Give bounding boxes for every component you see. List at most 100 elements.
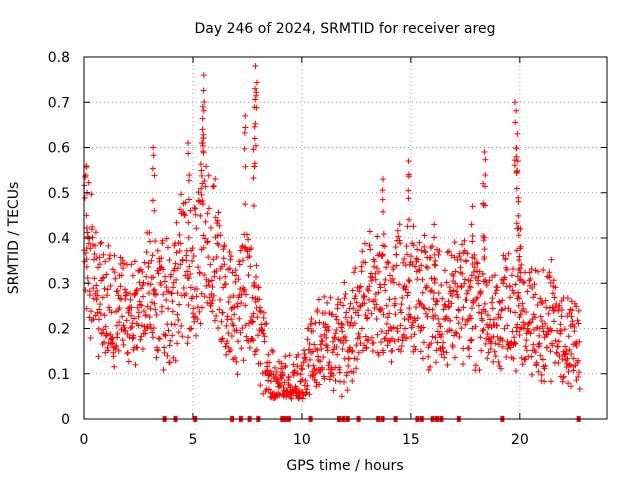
data-point bbox=[295, 351, 302, 358]
data-point bbox=[148, 257, 155, 264]
data-point bbox=[382, 276, 389, 283]
data-point bbox=[456, 307, 463, 314]
data-point bbox=[497, 314, 504, 321]
data-point bbox=[296, 394, 303, 401]
data-point bbox=[316, 381, 323, 388]
data-point bbox=[513, 145, 520, 152]
data-point bbox=[96, 306, 103, 313]
data-point bbox=[169, 308, 176, 315]
data-point bbox=[142, 311, 149, 318]
data-point bbox=[484, 321, 491, 328]
data-point bbox=[161, 349, 168, 356]
data-point bbox=[546, 272, 553, 279]
data-point bbox=[456, 334, 463, 341]
data-point bbox=[121, 286, 128, 293]
data-point bbox=[435, 290, 442, 297]
data-point bbox=[310, 371, 317, 378]
data-point bbox=[432, 312, 439, 319]
data-point bbox=[319, 366, 326, 373]
data-point bbox=[114, 287, 121, 294]
data-point bbox=[408, 253, 415, 260]
data-point bbox=[215, 242, 222, 249]
data-point bbox=[89, 234, 96, 241]
data-point bbox=[318, 333, 325, 340]
data-point bbox=[92, 229, 99, 236]
y-tick-label: 0.7 bbox=[48, 95, 70, 111]
data-point bbox=[162, 273, 169, 280]
data-point bbox=[355, 312, 362, 319]
data-point bbox=[396, 221, 403, 228]
data-point bbox=[418, 262, 425, 269]
data-point bbox=[200, 232, 207, 239]
data-point bbox=[463, 257, 470, 264]
data-point bbox=[189, 293, 196, 300]
data-point bbox=[190, 314, 197, 321]
data-point bbox=[438, 330, 445, 337]
data-point bbox=[427, 288, 434, 295]
data-point bbox=[160, 266, 167, 273]
data-point bbox=[467, 277, 474, 284]
data-point bbox=[282, 362, 289, 369]
data-point bbox=[306, 391, 313, 398]
data-point bbox=[463, 290, 470, 297]
data-point bbox=[192, 205, 199, 212]
data-point bbox=[148, 299, 155, 306]
data-point bbox=[369, 347, 376, 354]
data-point bbox=[365, 307, 372, 314]
data-point bbox=[249, 335, 256, 342]
data-point bbox=[566, 310, 573, 317]
data-point bbox=[266, 359, 273, 366]
data-point bbox=[230, 322, 237, 329]
data-point bbox=[237, 247, 244, 254]
data-point bbox=[115, 292, 122, 299]
data-point bbox=[246, 246, 253, 253]
data-point bbox=[102, 258, 109, 265]
data-point bbox=[551, 294, 558, 301]
data-point bbox=[351, 320, 358, 327]
data-point bbox=[302, 354, 309, 361]
data-point bbox=[352, 265, 359, 272]
data-point bbox=[252, 96, 259, 103]
data-point bbox=[136, 267, 143, 274]
data-point bbox=[487, 346, 494, 353]
data-point bbox=[424, 313, 431, 320]
data-point bbox=[278, 365, 285, 372]
data-point bbox=[299, 366, 306, 373]
data-point bbox=[421, 243, 428, 250]
x-tick-label: 0 bbox=[80, 432, 89, 448]
data-point bbox=[344, 319, 351, 326]
data-point bbox=[191, 204, 198, 211]
data-point bbox=[441, 354, 448, 361]
data-point bbox=[265, 351, 272, 358]
data-point bbox=[534, 301, 541, 308]
data-point bbox=[252, 63, 259, 70]
data-point bbox=[243, 291, 250, 298]
data-point bbox=[512, 119, 519, 126]
data-point bbox=[383, 302, 390, 309]
data-point bbox=[431, 221, 438, 228]
data-point bbox=[156, 258, 163, 265]
data-point bbox=[272, 364, 279, 371]
data-point bbox=[233, 358, 240, 365]
data-point bbox=[475, 302, 482, 309]
data-point bbox=[389, 347, 396, 354]
data-point bbox=[432, 334, 439, 341]
data-point bbox=[562, 357, 569, 364]
data-point bbox=[199, 142, 206, 149]
data-point bbox=[571, 323, 578, 330]
data-point bbox=[134, 286, 141, 293]
data-point bbox=[475, 280, 482, 287]
data-point bbox=[559, 356, 566, 363]
data-point bbox=[443, 349, 450, 356]
data-point bbox=[170, 284, 177, 291]
data-point bbox=[195, 189, 202, 196]
data-point bbox=[187, 271, 194, 278]
data-point bbox=[213, 268, 220, 275]
data-point bbox=[461, 237, 468, 244]
data-point bbox=[371, 305, 378, 312]
data-point bbox=[204, 238, 211, 245]
data-point bbox=[368, 277, 375, 284]
data-point bbox=[405, 195, 412, 202]
data-point bbox=[141, 259, 148, 266]
